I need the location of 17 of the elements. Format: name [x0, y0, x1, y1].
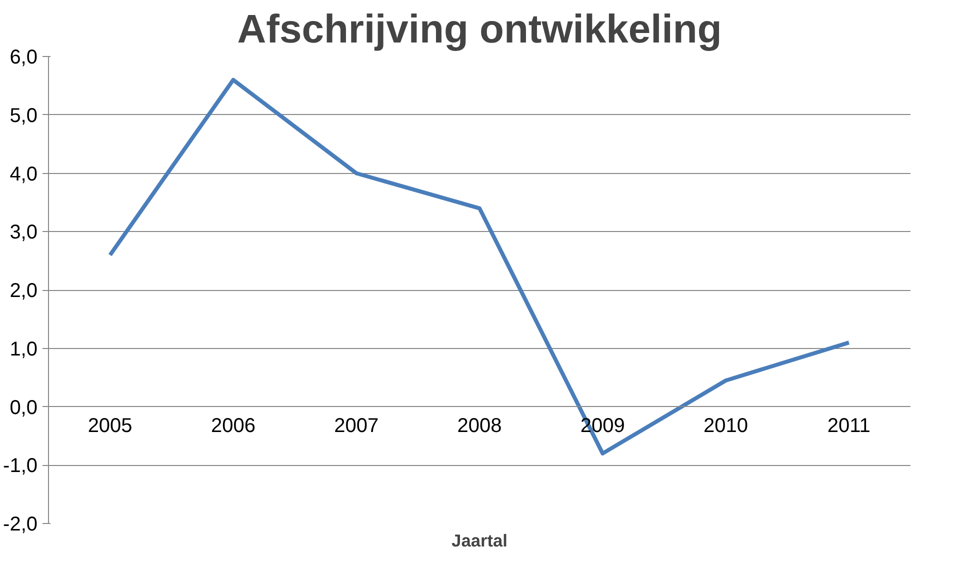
y-tick-label: 2,0 — [10, 280, 38, 302]
y-tick-label: 6,0 — [10, 46, 38, 68]
y-tick-label: 3,0 — [10, 222, 38, 244]
x-tick-label: 2006 — [210, 414, 256, 437]
x-tick-label: 2008 — [457, 414, 502, 437]
y-tick-label: 4,0 — [10, 163, 38, 186]
y-tick-label: 5,0 — [10, 104, 38, 127]
x-tick-label: 2011 — [827, 414, 870, 437]
x-tick-label: 2010 — [704, 414, 748, 437]
y-tick-label: -1,0 — [3, 455, 38, 478]
x-tick-label: 2005 — [88, 414, 132, 437]
x-tick-label: 2007 — [334, 414, 379, 437]
y-tick-label: -2,0 — [3, 514, 38, 536]
x-axis-title: Jaartal — [452, 530, 508, 550]
y-tick-label: 0,0 — [10, 396, 38, 419]
y-tick-label: 1,0 — [10, 338, 38, 360]
chart-title: Afschrijving ontwikkeling — [237, 8, 722, 52]
